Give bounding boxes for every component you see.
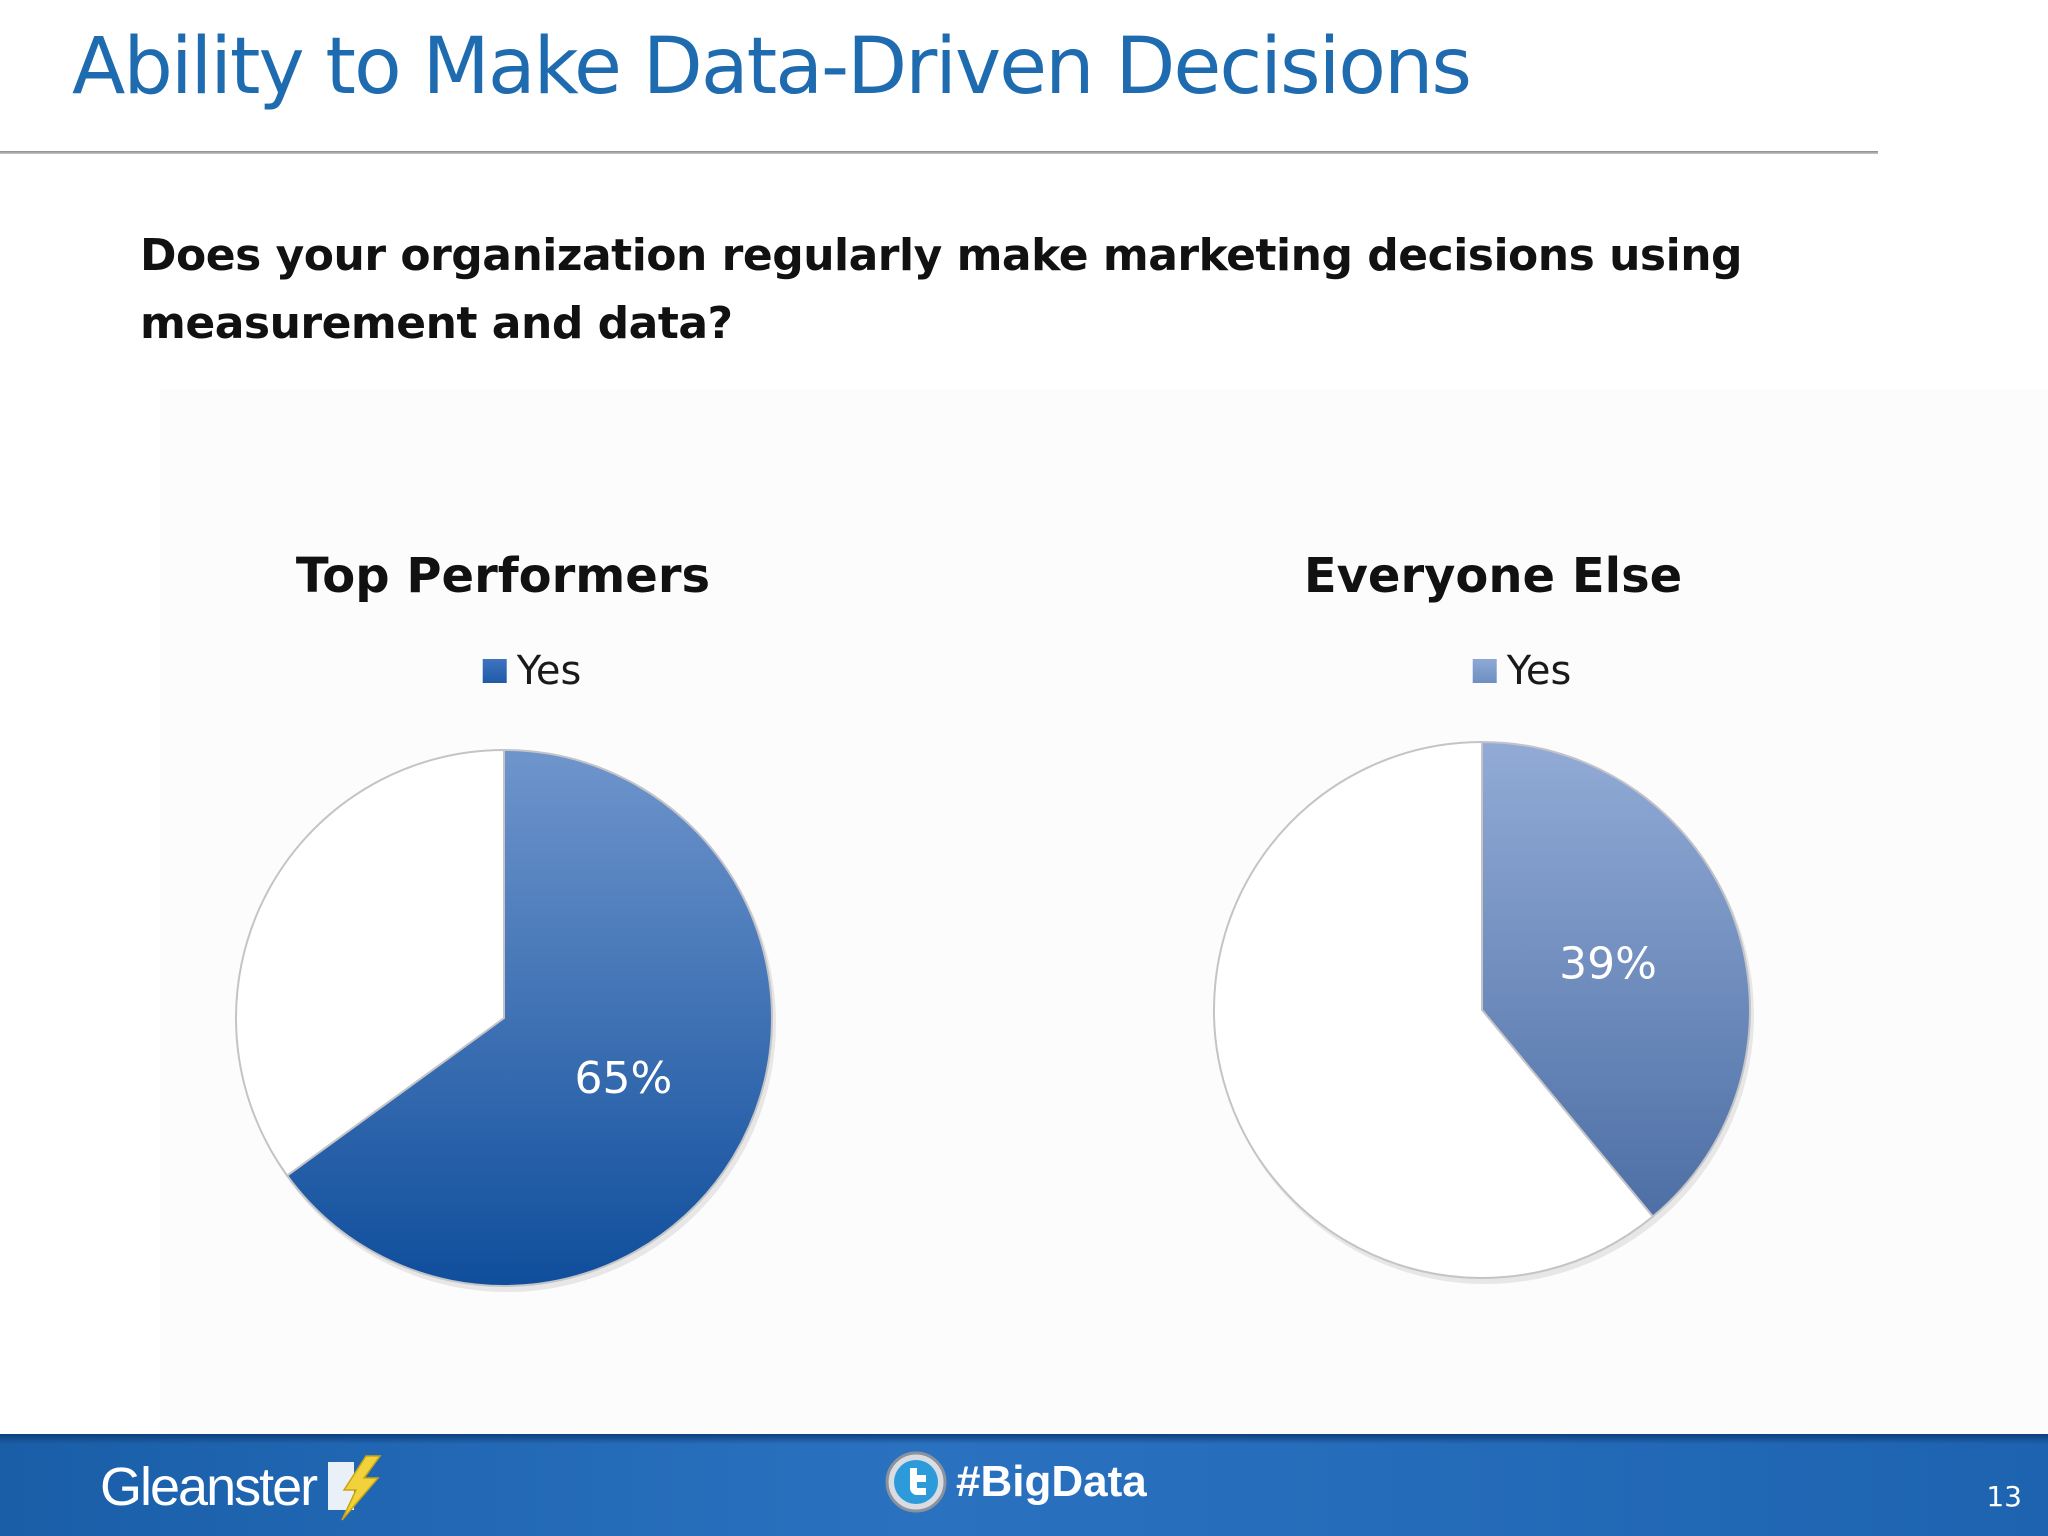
- pie-chart-everyone-else: 39%: [1213, 740, 1754, 1284]
- pie-slice-other: [235, 748, 505, 1177]
- twitter-bird-icon: [885, 1451, 947, 1513]
- slide-title: Ability to Make Data-Driven Decisions: [72, 22, 1472, 112]
- pie-chart-top-performers: 65%: [235, 748, 776, 1292]
- survey-question: Does your organization regularly make ma…: [140, 230, 1743, 349]
- pie-data-label: 39%: [1559, 939, 1657, 990]
- legend-label-yes: Yes: [516, 648, 582, 694]
- legend-top-performers: Yes: [482, 648, 582, 694]
- gleanster-logo: Gleanster: [100, 1452, 392, 1522]
- legend-swatch-yes: [482, 659, 507, 683]
- title-divider: [0, 151, 1878, 154]
- chart-title-everyone-else: Everyone Else: [1303, 548, 1683, 604]
- page-number: 13: [1986, 1480, 2022, 1513]
- chart-title-top-performers: Top Performers: [295, 548, 711, 604]
- legend-label-yes: Yes: [1506, 648, 1572, 694]
- hashtag-group: #BigData: [884, 1450, 1147, 1514]
- pie-slice-yes: [1481, 740, 1751, 1218]
- legend-swatch-yes: [1472, 659, 1497, 683]
- pie-slice-other: [1213, 740, 1655, 1279]
- pie-slice-yes: [285, 748, 773, 1287]
- pie-data-label: 65%: [574, 1053, 672, 1104]
- footer-bar: Gleanster #BigData 13: [0, 1434, 2048, 1536]
- hashtag-text: #BigData: [956, 1457, 1147, 1506]
- logo-text: Gleanster: [100, 1457, 318, 1517]
- legend-everyone-else: Yes: [1472, 648, 1572, 694]
- lightning-bolt-icon: [328, 1455, 382, 1521]
